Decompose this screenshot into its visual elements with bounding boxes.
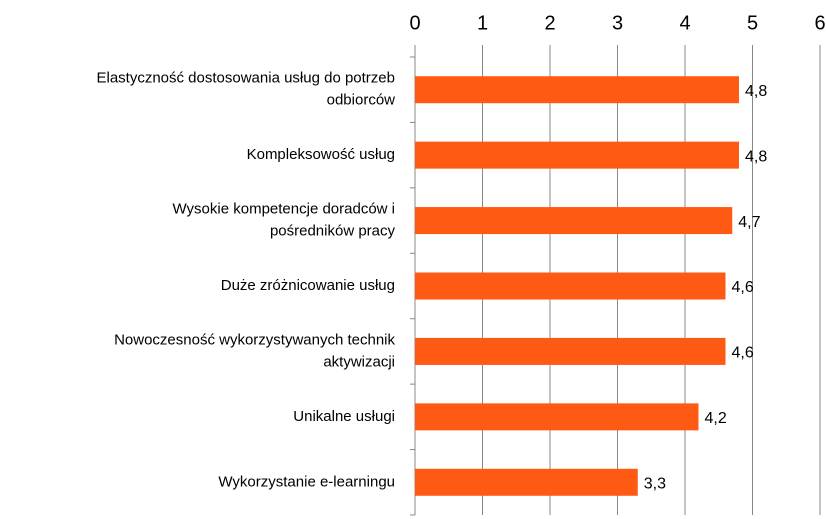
x-tick-label: 6 [814, 12, 825, 34]
bar [415, 141, 739, 169]
value-label: 3,3 [644, 476, 666, 493]
bar [415, 403, 699, 431]
bar [415, 76, 739, 104]
x-tick-label: 2 [544, 12, 555, 34]
x-tick-label: 1 [477, 12, 488, 34]
bar [415, 272, 726, 300]
value-label: 4,7 [738, 214, 760, 231]
y-tick-label: Duże zróżnicowanie usług [221, 277, 395, 294]
x-tick-label: 4 [679, 12, 690, 34]
y-tick-label: Elastyczność dostosowania usług do potrz… [96, 70, 395, 109]
y-tick-label: Nowoczesność wykorzystywanych technik akt… [114, 331, 395, 370]
value-label: 4,6 [732, 345, 754, 362]
value-label: 4,8 [745, 148, 767, 165]
y-tick-label: Kompleksowość usług [247, 146, 395, 163]
x-tick-label: 3 [612, 12, 623, 34]
y-tick-label: Unikalne usługi [293, 408, 395, 425]
y-tick-label: Wysokie kompetencje doradców i pośrednikó… [173, 201, 396, 240]
bar [415, 337, 726, 365]
value-label: 4,2 [705, 410, 727, 427]
bar [415, 207, 733, 235]
value-label: 4,8 [745, 83, 767, 100]
x-tick-label: 5 [747, 12, 758, 34]
y-tick-label: Wykorzystanie e-learningu [218, 473, 395, 490]
bar [415, 468, 638, 496]
value-label: 4,6 [732, 279, 754, 296]
x-tick-label: 0 [409, 12, 420, 34]
